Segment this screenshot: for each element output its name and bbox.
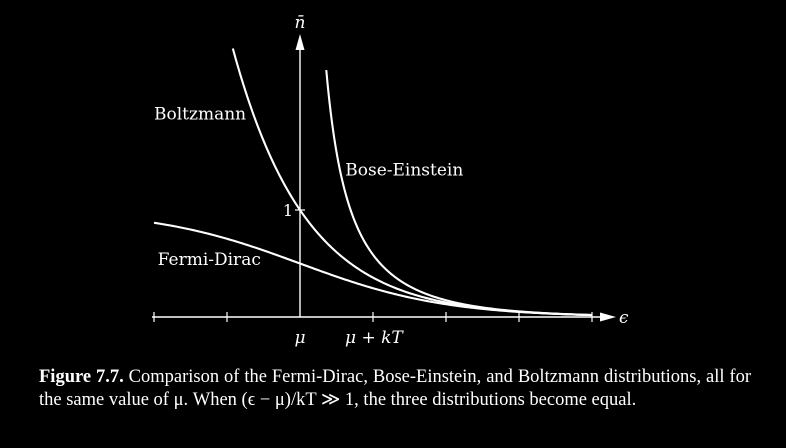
x-axis-arrow: [600, 312, 616, 322]
y-tick-label: 1: [283, 201, 293, 220]
figure-caption: Figure 7.7. Comparison of the Fermi-Dira…: [39, 366, 751, 411]
caption-label: Figure 7.7.: [39, 367, 124, 387]
x-axis-label: ϵ: [619, 308, 629, 328]
fermi-dirac-curve: [153, 221, 593, 317]
boltzmann-label: Boltzmann: [154, 105, 246, 125]
y-axis-label: n̄: [295, 13, 306, 33]
y-axis-arrow: [295, 34, 305, 50]
fermi-dirac-label: Fermi-Dirac: [158, 250, 261, 270]
caption-text: Comparison of the Fermi-Dirac, Bose-Eins…: [39, 367, 751, 410]
bose-einstein-label: Bose-Einstein: [345, 160, 463, 180]
x-tick-label: μ + kT: [345, 328, 404, 348]
x-tick-label: μ: [294, 328, 305, 348]
boltzmann-curve: [231, 48, 593, 317]
distribution-plot: μ μ + kT 1 ϵ n̄ Boltzmann Bose-Einstein Fermi-D…: [152, 13, 629, 348]
bose-einstein-curve: [325, 69, 593, 317]
